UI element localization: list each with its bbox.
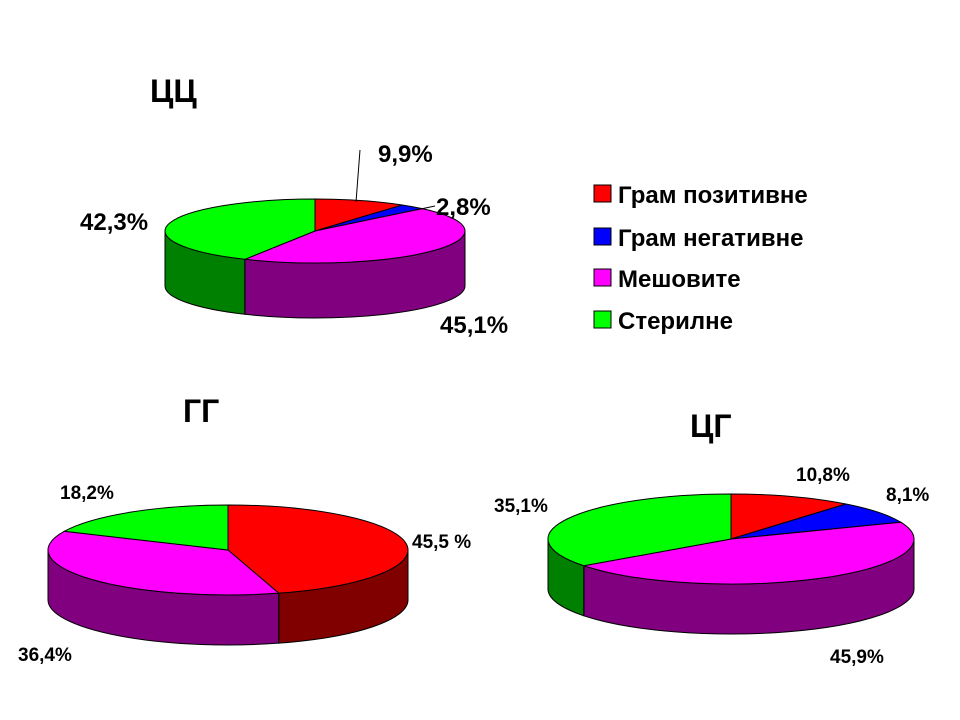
legend-swatch-gram-positive bbox=[593, 184, 612, 203]
data-label-gram-negative: 2,8% bbox=[436, 194, 491, 221]
pie-slice-gram-positive bbox=[227, 504, 409, 594]
data-label-gram-positive: 10,8% bbox=[796, 465, 850, 486]
label-leader-line bbox=[415, 205, 436, 211]
legend-swatch-gram-negative bbox=[593, 227, 612, 246]
pie-side-walls bbox=[547, 538, 915, 635]
chart-title: ЦГ bbox=[690, 408, 732, 444]
data-label-sterile: 18,2% bbox=[60, 483, 114, 504]
pie-slice-sterile bbox=[164, 198, 316, 260]
pie-slice-sterile bbox=[547, 493, 732, 567]
legend-label-sterile: Стерилне bbox=[618, 308, 733, 335]
data-label-mixed: 45,9% bbox=[830, 647, 884, 668]
pie-slice-sterile bbox=[62, 504, 229, 551]
legend: Грам позитивне Грам негативне Мешовите С… bbox=[593, 182, 808, 335]
data-label-gram-negative: 8,1% bbox=[886, 485, 929, 506]
data-label-gram-positive: 9,9% bbox=[378, 141, 433, 168]
chart-title: ГГ bbox=[183, 393, 219, 429]
data-label-gram-positive: 45,5 % bbox=[412, 532, 471, 553]
pie-side-walls bbox=[47, 549, 409, 646]
pie-slice-mixed bbox=[47, 530, 280, 596]
pie-chart-2: ГГ 45,5 % 36,4% 18,2% bbox=[18, 393, 471, 666]
pie-slice-mixed bbox=[583, 521, 915, 585]
legend-label-gram-positive: Грам позитивне bbox=[618, 182, 808, 209]
pie-chart-1: ЦЦ 9,9%2,8% 45,1% 42,3% bbox=[80, 73, 508, 339]
chart-title: ЦЦ bbox=[150, 73, 197, 109]
pie-slice-gram-positive bbox=[314, 198, 403, 232]
legend-swatch-sterile bbox=[593, 310, 612, 329]
pie-slice-gram-positive bbox=[730, 493, 847, 540]
data-label-mixed: 45,1% bbox=[440, 312, 508, 339]
data-label-sterile: 42,3% bbox=[80, 209, 148, 236]
label-leader-line bbox=[355, 149, 361, 203]
pie-chart-3: ЦГ 10,8% 8,1% 45,9% 35,1% bbox=[494, 408, 929, 668]
legend-label-mixed: Мешовите bbox=[618, 266, 741, 293]
data-label-sterile: 35,1% bbox=[494, 496, 548, 517]
legend-swatch-mixed bbox=[593, 268, 612, 287]
pie-slice-mixed bbox=[244, 208, 466, 264]
legend-label-gram-negative: Грам негативне bbox=[618, 225, 803, 252]
data-label-mixed: 36,4% bbox=[18, 645, 72, 666]
